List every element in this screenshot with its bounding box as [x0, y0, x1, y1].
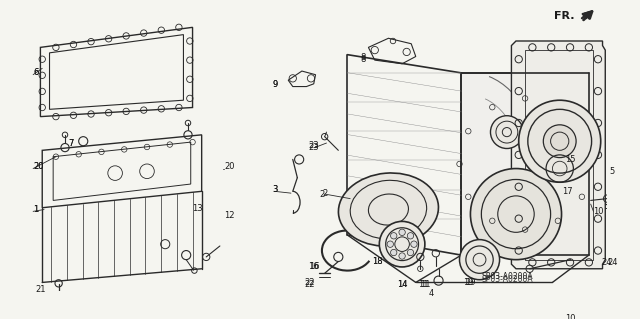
Text: 23: 23	[308, 143, 319, 152]
Text: 11: 11	[418, 280, 428, 289]
Text: 24: 24	[602, 258, 612, 267]
Text: 18: 18	[372, 257, 383, 266]
Circle shape	[387, 241, 394, 247]
Ellipse shape	[339, 173, 438, 246]
Text: 9: 9	[273, 80, 278, 89]
Circle shape	[460, 240, 500, 280]
Text: 2: 2	[323, 189, 328, 198]
Text: 11: 11	[420, 280, 430, 289]
Text: 4: 4	[429, 289, 434, 298]
Text: 10: 10	[593, 207, 604, 216]
Text: 15: 15	[565, 155, 576, 164]
Circle shape	[380, 221, 425, 267]
Text: SP03-A0200A: SP03-A0200A	[481, 272, 532, 281]
Text: 8: 8	[360, 53, 365, 62]
Text: 20: 20	[33, 162, 44, 171]
Text: 7: 7	[68, 138, 74, 147]
Text: 20: 20	[225, 162, 235, 171]
Text: 14: 14	[397, 280, 407, 289]
Text: 22: 22	[304, 280, 314, 289]
Text: 20: 20	[33, 162, 44, 171]
Circle shape	[390, 233, 397, 239]
Text: 6: 6	[33, 68, 38, 78]
Text: 17: 17	[562, 187, 572, 196]
Circle shape	[490, 116, 524, 149]
Text: 1: 1	[33, 205, 38, 214]
Text: 16: 16	[309, 262, 320, 271]
Circle shape	[524, 144, 545, 166]
Text: 21: 21	[35, 285, 45, 294]
Circle shape	[399, 229, 405, 235]
Text: 9: 9	[273, 80, 278, 89]
Text: 3: 3	[272, 185, 277, 194]
Text: 14: 14	[397, 280, 407, 289]
Text: 1: 1	[33, 205, 38, 214]
Circle shape	[407, 249, 413, 256]
Text: 24: 24	[607, 258, 618, 267]
Text: 13: 13	[192, 204, 202, 213]
Text: 22: 22	[304, 278, 314, 287]
Text: 7: 7	[68, 138, 74, 147]
Text: FR.: FR.	[554, 11, 575, 21]
Polygon shape	[461, 73, 589, 255]
Polygon shape	[511, 41, 605, 269]
Text: 3: 3	[272, 185, 277, 194]
Circle shape	[543, 125, 576, 158]
Text: 6: 6	[33, 68, 38, 78]
Circle shape	[411, 241, 417, 247]
Text: 18: 18	[372, 257, 383, 266]
Text: 19: 19	[465, 278, 476, 287]
Text: SP03-A0200A: SP03-A0200A	[481, 275, 532, 284]
Text: 2: 2	[319, 189, 324, 198]
Text: 12: 12	[224, 211, 234, 220]
Text: 19: 19	[463, 278, 474, 287]
Circle shape	[407, 233, 413, 239]
Circle shape	[470, 168, 561, 260]
Circle shape	[518, 100, 601, 182]
Text: 23: 23	[308, 141, 319, 150]
Text: 5: 5	[609, 167, 614, 176]
Text: 10: 10	[565, 314, 576, 319]
Circle shape	[390, 249, 397, 256]
Text: 8: 8	[360, 55, 365, 64]
Circle shape	[399, 253, 405, 259]
Text: 16: 16	[308, 262, 319, 271]
